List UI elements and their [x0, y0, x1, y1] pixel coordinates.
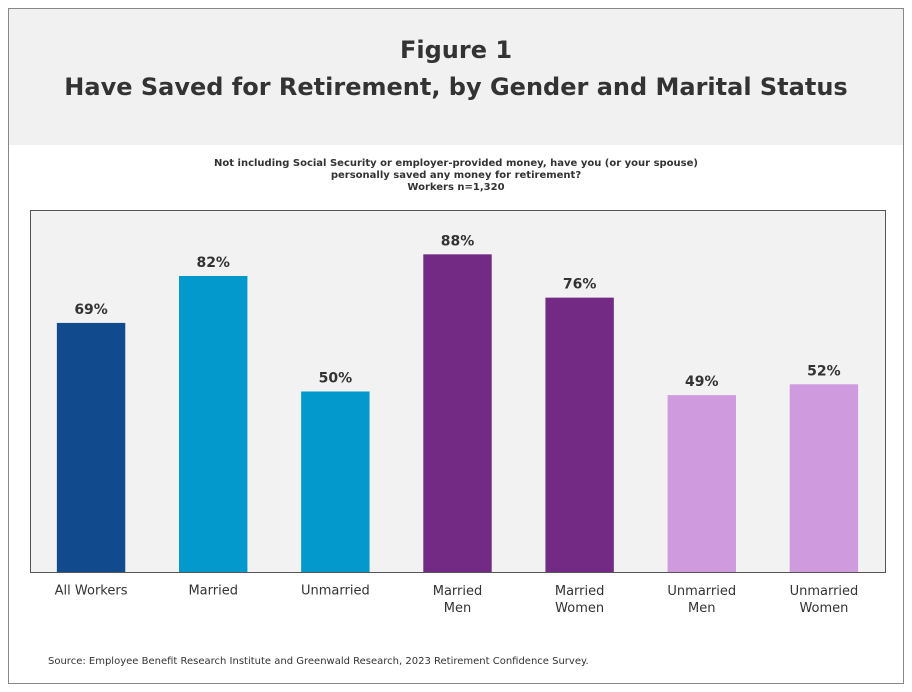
x-tick-label: Married: [188, 584, 238, 599]
bar: [179, 275, 248, 572]
bar: [423, 254, 492, 572]
x-tick-label: Unmarried Women: [790, 584, 859, 616]
bar: [667, 395, 736, 572]
subtitle: personally saved any money for retiremen…: [331, 170, 581, 181]
x-tick-label: Married Men: [433, 584, 483, 616]
data-label: 52%: [807, 363, 841, 379]
subtitle: Not including Social Security or employe…: [214, 158, 698, 169]
bar: [56, 322, 126, 572]
source-note: Source: Employee Benefit Research Instit…: [48, 656, 589, 667]
subtitle: Workers n=1,320: [407, 182, 504, 193]
data-label: 50%: [319, 371, 353, 387]
data-label: 82%: [196, 255, 230, 271]
data-label: 88%: [441, 233, 475, 249]
chart-title: Have Saved for Retirement, by Gender and…: [64, 73, 847, 101]
x-tick-label: All Workers: [55, 584, 128, 599]
x-tick-label: Unmarried: [301, 584, 370, 599]
figure-label: Figure 1: [400, 36, 512, 64]
bar: [545, 297, 614, 572]
x-tick-label: Married Women: [555, 584, 605, 616]
data-label: 76%: [563, 277, 597, 293]
data-label: 69%: [74, 302, 108, 318]
header-band: [9, 9, 903, 145]
data-label: 49%: [685, 374, 719, 390]
x-tick-label: Unmarried Men: [667, 584, 736, 616]
bar: [789, 384, 859, 572]
bar: [301, 391, 370, 572]
